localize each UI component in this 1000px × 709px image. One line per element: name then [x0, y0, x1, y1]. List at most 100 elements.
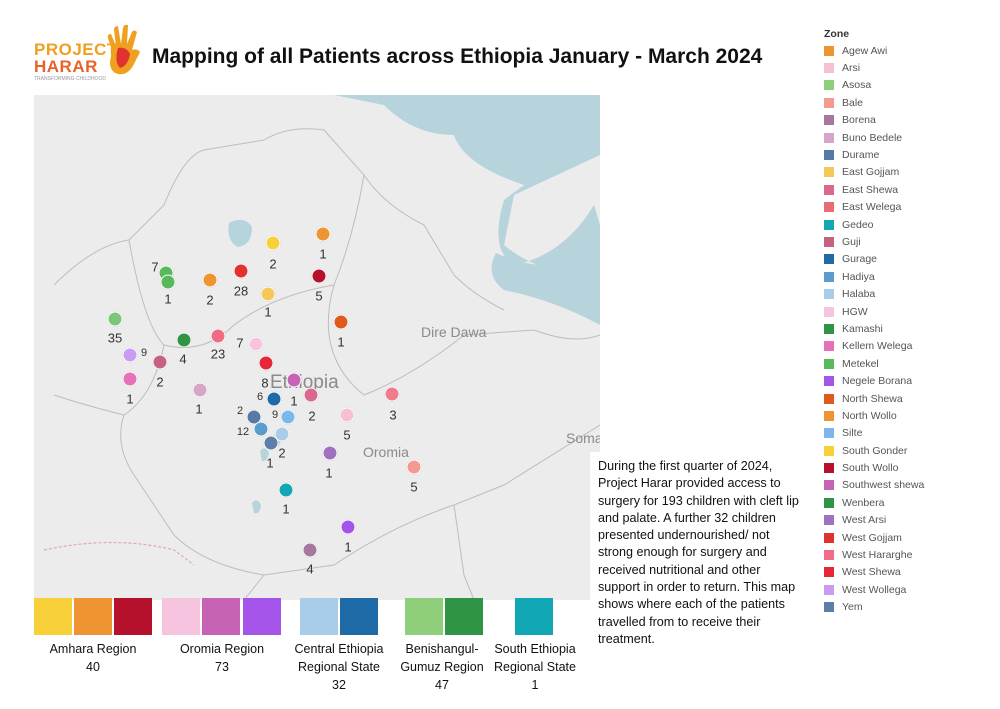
legend-item[interactable]: Durame	[824, 146, 994, 163]
legend-swatch	[824, 306, 834, 317]
legend-item[interactable]: North Wollo	[824, 407, 994, 424]
legend-item[interactable]: West Arsi	[824, 512, 994, 529]
marker-dot[interactable]	[286, 372, 302, 388]
legend-item[interactable]: Gurage	[824, 251, 994, 268]
marker-dot[interactable]	[265, 235, 281, 251]
legend-item[interactable]: North Shewa	[824, 390, 994, 407]
legend-item[interactable]: Negele Borana	[824, 372, 994, 389]
marker-count: 3	[389, 407, 397, 423]
marker-count: 5	[315, 288, 323, 304]
marker-dot[interactable]	[315, 226, 331, 242]
legend-swatch	[824, 515, 834, 526]
legend-item[interactable]: HGW	[824, 303, 994, 320]
marker-count: 1	[319, 246, 327, 262]
legend-swatch	[824, 184, 834, 195]
region-swatch-oromia-1	[162, 598, 200, 635]
legend-item[interactable]: Yem	[824, 599, 994, 616]
legend-item[interactable]: Wenbera	[824, 494, 994, 511]
legend-item[interactable]: Agew Awi	[824, 42, 994, 59]
marker-dot[interactable]	[152, 354, 168, 370]
marker-dot[interactable]	[260, 286, 276, 302]
marker-dot[interactable]	[122, 347, 138, 363]
marker-dot[interactable]	[192, 382, 208, 398]
legend-item[interactable]: Buno Bedele	[824, 129, 994, 146]
legend-item[interactable]: Halaba	[824, 285, 994, 302]
legend-label: West Gojjam	[842, 531, 902, 544]
legend-item[interactable]: Southwest shewa	[824, 477, 994, 494]
region-name: South Ethiopia Regional State	[493, 642, 576, 674]
marker-dot[interactable]	[122, 371, 138, 387]
marker-dot[interactable]	[278, 482, 294, 498]
legend-label: Durame	[842, 149, 880, 162]
legend-item[interactable]: West Shewa	[824, 564, 994, 581]
legend-item[interactable]: South Gonder	[824, 442, 994, 459]
marker-dot[interactable]	[107, 311, 123, 327]
marker-dot[interactable]	[258, 355, 274, 371]
legend-swatch	[824, 97, 834, 108]
legend-item[interactable]: Silte	[824, 425, 994, 442]
marker-count: 5	[410, 479, 418, 495]
legend-item[interactable]: Hadiya	[824, 268, 994, 285]
legend-item[interactable]: Asosa	[824, 77, 994, 94]
marker-count: 7	[151, 259, 159, 275]
marker-dot[interactable]	[233, 263, 249, 279]
legend-item[interactable]: Kamashi	[824, 320, 994, 337]
lake-tana	[228, 219, 252, 247]
marker-dot[interactable]	[339, 407, 355, 423]
marker-dot[interactable]	[253, 421, 269, 437]
label-somali: Somali	[566, 430, 600, 446]
marker-dot[interactable]	[333, 314, 349, 330]
legend-item[interactable]: East Welega	[824, 199, 994, 216]
region-total: 73	[215, 660, 229, 674]
legend-swatch	[824, 45, 834, 56]
legend-swatch	[824, 497, 834, 508]
marker-dot[interactable]	[280, 409, 296, 425]
marker-dot[interactable]	[248, 336, 264, 352]
legend-item[interactable]: Guji	[824, 233, 994, 250]
marker-dot[interactable]	[406, 459, 422, 475]
legend-label: South Gonder	[842, 444, 908, 457]
legend-label: West Arsi	[842, 514, 887, 527]
legend-swatch	[824, 480, 834, 491]
marker-dot[interactable]	[340, 519, 356, 535]
legend-label: East Welega	[842, 201, 902, 214]
region-label-oromia: Oromia Region 73	[162, 640, 282, 676]
ethiopia-map[interactable]: Dire Dawa Ethiopia Somali Oromia 35 7 1 …	[34, 95, 600, 600]
legend-item[interactable]: Kellem Welega	[824, 338, 994, 355]
marker-dot[interactable]	[266, 391, 282, 407]
legend-item[interactable]: Arsi	[824, 59, 994, 76]
marker-dot[interactable]	[160, 274, 176, 290]
marker-dot[interactable]	[322, 445, 338, 461]
marker-dot[interactable]	[202, 272, 218, 288]
legend-item[interactable]: Gedeo	[824, 216, 994, 233]
legend-swatch	[824, 271, 834, 282]
legend-item[interactable]: Borena	[824, 112, 994, 129]
page-title: Mapping of all Patients across Ethiopia …	[152, 45, 763, 68]
region-label-amhara: Amhara Region 40	[34, 640, 152, 676]
region-swatch-south-1	[515, 598, 553, 635]
marker-dot[interactable]	[176, 332, 192, 348]
legend-item[interactable]: West Gojjam	[824, 529, 994, 546]
legend-item[interactable]: East Gojjam	[824, 164, 994, 181]
marker-dot[interactable]	[311, 268, 327, 284]
marker-dot[interactable]	[274, 426, 290, 442]
legend-item[interactable]: West Hararghe	[824, 546, 994, 563]
marker-count: 9	[271, 409, 279, 421]
legend-item[interactable]: West Wollega	[824, 581, 994, 598]
marker-dot[interactable]	[263, 435, 279, 451]
legend-item[interactable]: Metekel	[824, 355, 994, 372]
marker-dot[interactable]	[303, 387, 319, 403]
legend-item[interactable]: South Wollo	[824, 459, 994, 476]
region-label-benishangul: Benishangul-Gumuz Region 47	[394, 640, 490, 694]
region-total: 32	[332, 678, 346, 692]
legend-swatch	[824, 393, 834, 404]
legend-item[interactable]: Bale	[824, 94, 994, 111]
marker-dot[interactable]	[384, 386, 400, 402]
marker-dot[interactable]	[210, 328, 226, 344]
legend-title: Zone	[824, 28, 850, 40]
legend-swatch	[824, 132, 834, 143]
legend-item[interactable]: East Shewa	[824, 181, 994, 198]
region-total: 1	[531, 678, 539, 692]
legend-swatch	[824, 115, 834, 126]
marker-dot[interactable]	[302, 542, 318, 558]
